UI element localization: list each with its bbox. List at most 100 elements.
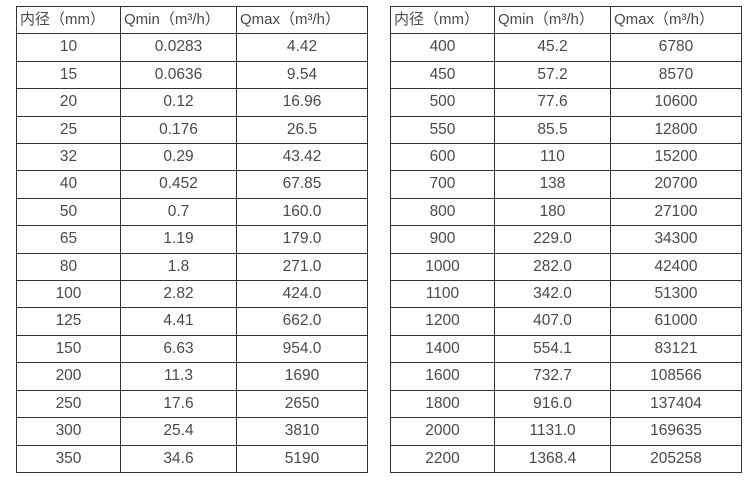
table-cell: 0.0283 [120,33,237,62]
table-row: 15 0.0636 9.54 [16,60,368,90]
table-row: 2000 1131.0 169635 [390,417,742,446]
table-cell: 300 [16,417,121,446]
table-row: 600 110 15200 [390,143,742,172]
table-row: 50 0.7 160.0 [16,197,368,227]
column-header: 内径（mm） [16,5,121,35]
table-row: 40 0.452 67.85 [16,170,368,199]
table-cell: 15200 [610,143,742,172]
table-row: 80 1.8 271.0 [16,252,368,282]
table-cell: 342.0 [494,280,611,309]
table-row: 900 229.0 34300 [390,225,742,254]
table-cell: 0.12 [120,88,237,117]
table-cell: 1000 [390,252,495,282]
table-cell: 1400 [390,334,495,364]
table-cell: 169635 [610,417,742,446]
table-row: 32 0.29 43.42 [16,143,368,172]
table-cell: 61000 [610,307,742,336]
table-cell: 1800 [390,389,495,419]
table-cell: 34.6 [120,444,237,473]
table-cell: 8570 [610,60,742,90]
table-cell: 4.41 [120,307,237,336]
table-cell: 34300 [610,225,742,254]
table-row: 65 1.19 179.0 [16,225,368,254]
table-cell: 80 [16,252,121,282]
table-row: 350 34.6 5190 [16,444,368,473]
table-cell: 108566 [610,362,742,391]
table-cell: 45.2 [494,33,611,62]
table-cell: 0.176 [120,115,237,145]
table-cell: 137404 [610,389,742,419]
table-cell: 550 [390,115,495,145]
table-cell: 160.0 [236,197,368,227]
table-cell: 0.452 [120,170,237,199]
table-row: 1200 407.0 61000 [390,307,742,336]
table-row: 500 77.6 10600 [390,88,742,117]
table-cell: 27100 [610,197,742,227]
table-cell: 3810 [236,417,368,446]
table-cell: 67.85 [236,170,368,199]
table-cell: 20700 [610,170,742,199]
table-cell: 125 [16,307,121,336]
table-cell: 16.96 [236,88,368,117]
table-cell: 732.7 [494,362,611,391]
table-cell: 12800 [610,115,742,145]
table-row: 550 85.5 12800 [390,115,742,145]
table-cell: 20 [16,88,121,117]
table-cell: 800 [390,197,495,227]
table-cell: 110 [494,143,611,172]
table-cell: 32 [16,143,121,172]
table-cell: 205258 [610,444,742,473]
table-cell: 916.0 [494,389,611,419]
table-cell: 2200 [390,444,495,473]
column-header: Qmin（m³/h） [494,5,611,35]
table-cell: 1.8 [120,252,237,282]
table-cell: 350 [16,444,121,473]
table-cell: 180 [494,197,611,227]
table-cell: 100 [16,280,121,309]
table-cell: 43.42 [236,143,368,172]
table-row: 800 180 27100 [390,197,742,227]
table-cell: 424.0 [236,280,368,309]
table-row: 300 25.4 3810 [16,417,368,446]
column-header: Qmax（m³/h） [610,5,742,35]
table-cell: 50 [16,197,121,227]
header-row: 内径（mm） Qmin（m³/h） Qmax（m³/h） [390,5,742,35]
table-row: 400 45.2 6780 [390,33,742,62]
table-cell: 1.19 [120,225,237,254]
table-cell: 40 [16,170,121,199]
table-cell: 554.1 [494,334,611,364]
table-row: 450 57.2 8570 [390,60,742,90]
table-cell: 1100 [390,280,495,309]
table-cell: 26.5 [236,115,368,145]
table-row: 1000 282.0 42400 [390,252,742,282]
table-cell: 2000 [390,417,495,446]
table-cell: 2.82 [120,280,237,309]
table-cell: 9.54 [236,60,368,90]
column-header: 内径（mm） [390,5,495,35]
table-cell: 200 [16,362,121,391]
table-cell: 138 [494,170,611,199]
table-cell: 6780 [610,33,742,62]
table-cell: 400 [390,33,495,62]
table-row: 25 0.176 26.5 [16,115,368,145]
table-cell: 0.7 [120,197,237,227]
table-cell: 25 [16,115,121,145]
table-cell: 250 [16,389,121,419]
table-cell: 10 [16,33,121,62]
table-row: 1100 342.0 51300 [390,280,742,309]
table-cell: 0.0636 [120,60,237,90]
table-cell: 282.0 [494,252,611,282]
table-cell: 77.6 [494,88,611,117]
table-cell: 700 [390,170,495,199]
table-cell: 179.0 [236,225,368,254]
table-cell: 6.63 [120,334,237,364]
table-row: 250 17.6 2650 [16,389,368,419]
table-cell: 11.3 [120,362,237,391]
table-row: 2200 1368.4 205258 [390,444,742,473]
table-row: 100 2.82 424.0 [16,280,368,309]
table-cell: 229.0 [494,225,611,254]
table-cell: 271.0 [236,252,368,282]
table-row: 125 4.41 662.0 [16,307,368,336]
table-cell: 15 [16,60,121,90]
table-cell: 4.42 [236,33,368,62]
